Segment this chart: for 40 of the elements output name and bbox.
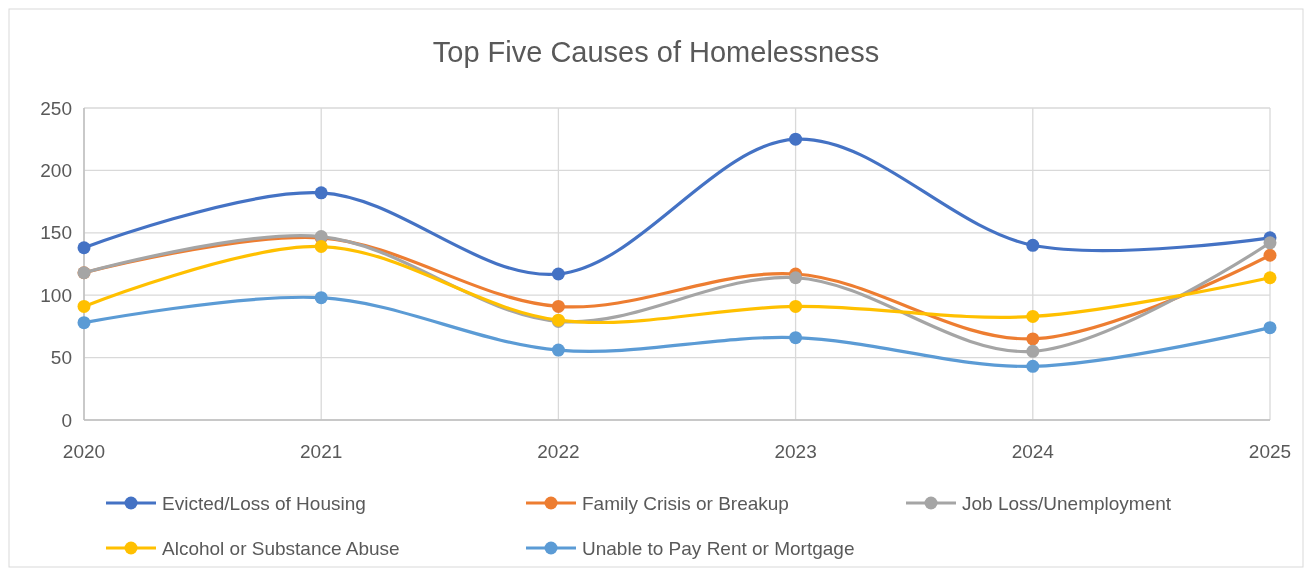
point <box>1263 248 1277 262</box>
chart-title: Top Five Causes of Homelessness <box>432 36 880 68</box>
point <box>1026 309 1040 323</box>
point <box>314 291 328 305</box>
x-tick-label: 2020 <box>62 441 106 462</box>
legend-label: Job Loss/Unemployment <box>962 492 1172 514</box>
y-tick-label: 150 <box>40 222 72 244</box>
x-tick-label: 2024 <box>1011 441 1055 462</box>
point <box>1263 321 1277 335</box>
point <box>1026 344 1040 358</box>
legend-label: Alcohol or Substance Abuse <box>162 537 400 559</box>
legend-label: Unable to Pay Rent or Mortgage <box>582 537 855 559</box>
point <box>77 299 91 313</box>
point <box>789 132 803 146</box>
point <box>1026 238 1040 252</box>
legend-label: Family Crisis or Breakup <box>582 492 789 514</box>
y-tick-label: 50 <box>50 347 72 369</box>
x-tick-label: 2022 <box>537 441 580 462</box>
point <box>789 331 803 345</box>
point <box>1026 359 1040 373</box>
y-tick-label: 100 <box>40 284 72 306</box>
point <box>551 343 565 357</box>
point <box>77 316 91 330</box>
point <box>77 241 91 255</box>
y-tick-label: 250 <box>40 97 72 119</box>
point <box>789 271 803 285</box>
point <box>551 299 565 313</box>
point <box>314 240 328 254</box>
point <box>551 267 565 281</box>
point <box>1263 236 1277 250</box>
point <box>1263 271 1277 285</box>
x-tick-label: 2023 <box>774 441 817 462</box>
x-tick-label: 2025 <box>1248 441 1292 462</box>
point <box>314 186 328 200</box>
y-tick-label: 0 <box>61 409 72 431</box>
x-tick-label: 2021 <box>300 441 343 462</box>
legend-label: Evicted/Loss of Housing <box>162 492 366 514</box>
point <box>1026 332 1040 346</box>
y-tick-label: 200 <box>40 160 72 182</box>
point <box>789 299 803 313</box>
